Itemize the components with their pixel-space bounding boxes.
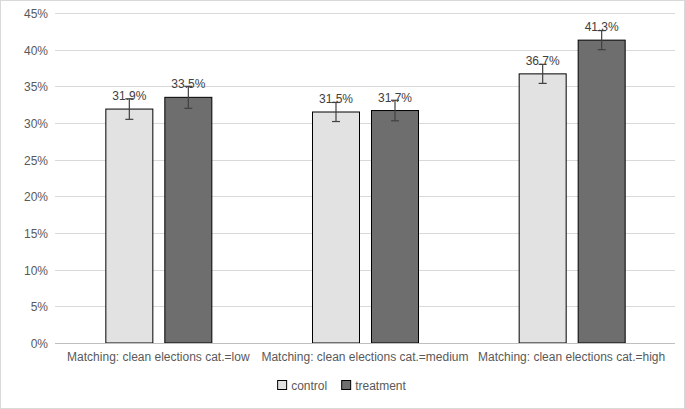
- data-label: 36.7%: [526, 54, 560, 68]
- y-tick-label: 30%: [24, 117, 48, 131]
- chart-frame: [1, 1, 685, 409]
- grid-line: [55, 343, 675, 344]
- legend-label: control: [291, 379, 327, 393]
- error-cap: [598, 49, 606, 50]
- x-axis-line: [55, 343, 675, 344]
- error-cap: [125, 119, 133, 120]
- data-labels: 31.9% 33.5% 31.5% 31.7% 36.7% 41.3%: [112, 20, 619, 106]
- grid: [55, 14, 675, 344]
- legend-swatch: [278, 381, 287, 390]
- y-tick-label: 15%: [24, 227, 48, 241]
- data-label: 41.3%: [585, 20, 619, 34]
- error-cap: [184, 108, 192, 109]
- bar: [578, 40, 625, 343]
- data-label: 33.5%: [171, 77, 205, 91]
- legend-swatch: [342, 381, 351, 390]
- data-label: 31.5%: [319, 92, 353, 106]
- bar: [165, 97, 212, 343]
- bars: [106, 31, 625, 343]
- y-tick-label: 20%: [24, 190, 48, 204]
- error-cap: [332, 121, 340, 122]
- y-tick-label: 25%: [24, 154, 48, 168]
- legend: control treatment: [278, 379, 407, 393]
- bar: [106, 109, 153, 343]
- data-label: 31.7%: [378, 91, 412, 105]
- y-tick-label: 10%: [24, 264, 48, 278]
- category-label: Matching: clean elections cat.=low: [67, 350, 250, 364]
- y-tick-label: 0%: [31, 337, 49, 351]
- grid-line: [55, 13, 675, 14]
- y-tick-label: 40%: [24, 44, 48, 58]
- chart: 0%5%10%15%20%25%30%35%40%45%31.9%33.5%31…: [0, 0, 685, 409]
- bar: [519, 74, 566, 343]
- category-label: Matching: clean elections cat.=high: [478, 350, 665, 364]
- y-tick-label: 45%: [24, 7, 48, 21]
- error-cap: [539, 83, 547, 84]
- error-cap: [391, 120, 399, 121]
- data-label: 31.9%: [112, 89, 146, 103]
- legend-label: treatment: [355, 379, 406, 393]
- category-label: Matching: clean elections cat.=medium: [261, 350, 468, 364]
- bar: [372, 111, 419, 343]
- bar: [313, 112, 360, 343]
- y-tick-label: 5%: [31, 300, 49, 314]
- y-tick-label: 35%: [24, 80, 48, 94]
